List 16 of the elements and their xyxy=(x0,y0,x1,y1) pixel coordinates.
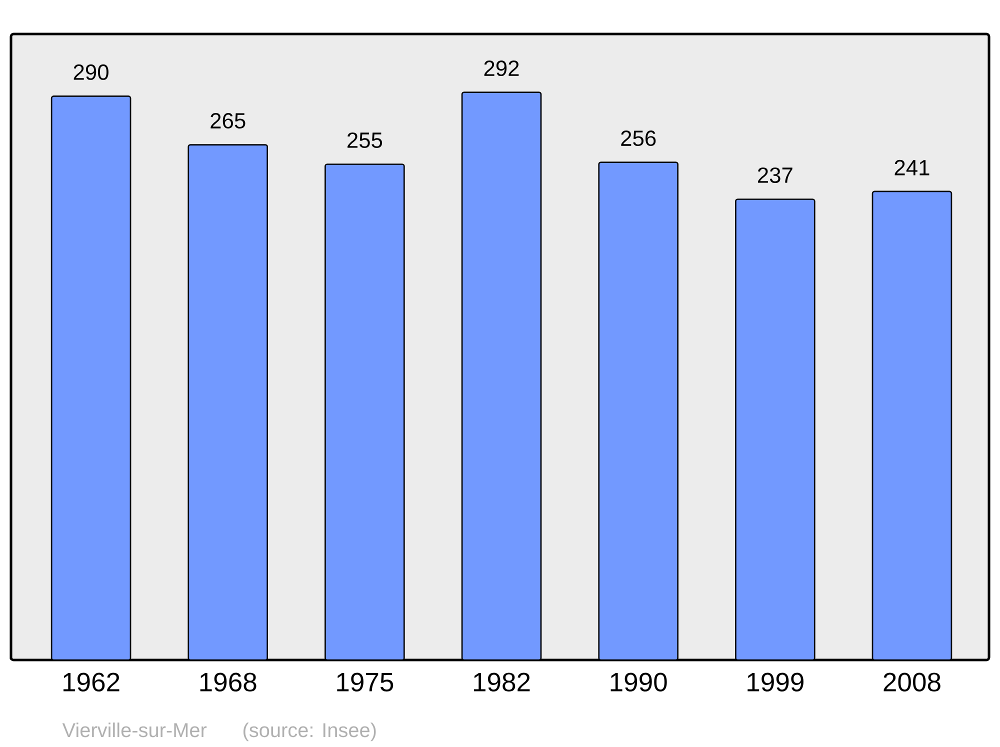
x-tick-label: 1982 xyxy=(474,672,530,692)
data-label: 256 xyxy=(621,130,656,146)
x-tick-label: 2008 xyxy=(884,672,940,692)
data-label: 241 xyxy=(894,160,930,176)
data-label: 290 xyxy=(74,64,108,80)
data-label: 255 xyxy=(348,132,382,148)
data-label: 237 xyxy=(758,167,792,183)
x-tick-label: 1999 xyxy=(748,672,804,692)
text: Vierville-sur-Mer xyxy=(62,722,207,738)
x-tick-label: 1962 xyxy=(64,672,120,692)
x-tick-label: 1990 xyxy=(610,672,667,692)
x-tick-label: 1975 xyxy=(337,672,394,692)
text: (source: Insee) xyxy=(244,722,376,742)
x-tick-label: 1968 xyxy=(200,672,256,692)
data-label: 265 xyxy=(210,113,246,129)
data-label: 292 xyxy=(484,60,519,76)
